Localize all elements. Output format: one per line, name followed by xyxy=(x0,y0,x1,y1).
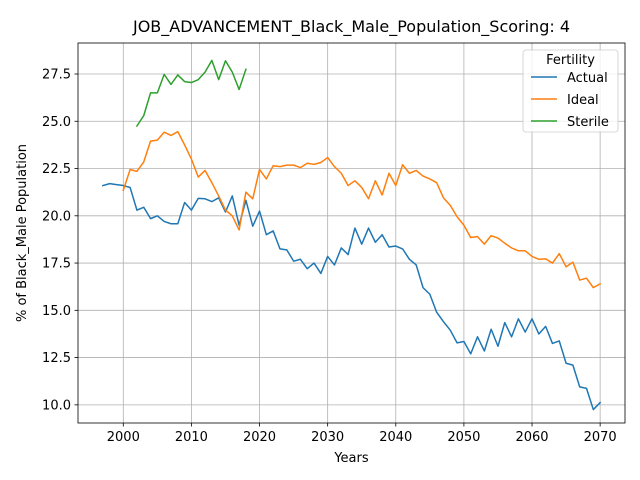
series-line-ideal xyxy=(122,130,602,289)
axes-frame xyxy=(77,42,626,424)
x-tick-label-2070: 2070 xyxy=(584,430,617,445)
legend-label-sterile: Sterile xyxy=(567,115,609,130)
y-tick-label-27-5: 27.5 xyxy=(42,68,71,83)
y-axis-ticks: 10.0 12.5 15.0 17.5 20.0 22.5 25.0 27.5 xyxy=(42,68,78,413)
x-tick-label-2040: 2040 xyxy=(379,430,412,445)
y-tick-label-10: 10.0 xyxy=(42,398,71,413)
y-tick-label-12-5: 12.5 xyxy=(42,351,71,366)
x-tick-label-2000: 2000 xyxy=(107,430,140,445)
x-tick-label-2050: 2050 xyxy=(447,430,480,445)
legend-title: Fertility xyxy=(546,53,595,68)
x-axis-label: Years xyxy=(333,451,369,466)
x-axis-ticks: 2000 2010 2020 2030 2040 2050 2060 2070 xyxy=(107,423,617,445)
series-layer xyxy=(101,59,602,411)
x-tick-label-2030: 2030 xyxy=(311,430,344,445)
y-tick-label-25: 25.0 xyxy=(42,115,71,130)
y-tick-label-20: 20.0 xyxy=(42,209,71,224)
x-tick-label-2010: 2010 xyxy=(175,430,208,445)
legend-box xyxy=(522,49,619,133)
x-tick-label-2020: 2020 xyxy=(243,430,276,445)
series-line-sterile xyxy=(135,59,247,128)
legend-label-ideal: Ideal xyxy=(567,93,599,108)
y-tick-label-17-5: 17.5 xyxy=(42,257,71,272)
y-axis-label: % of Black_Male Population xyxy=(15,144,30,322)
y-tick-label-15: 15.0 xyxy=(42,304,71,319)
x-tick-label-2060: 2060 xyxy=(515,430,548,445)
legend: Fertility Actual Ideal Sterile xyxy=(522,49,619,133)
legend-label-actual: Actual xyxy=(567,71,608,86)
y-tick-label-22-5: 22.5 xyxy=(42,162,71,177)
series-line-actual xyxy=(101,182,602,411)
chart-title: JOB_ADVANCEMENT_Black_Male_Population_Sc… xyxy=(132,17,570,37)
